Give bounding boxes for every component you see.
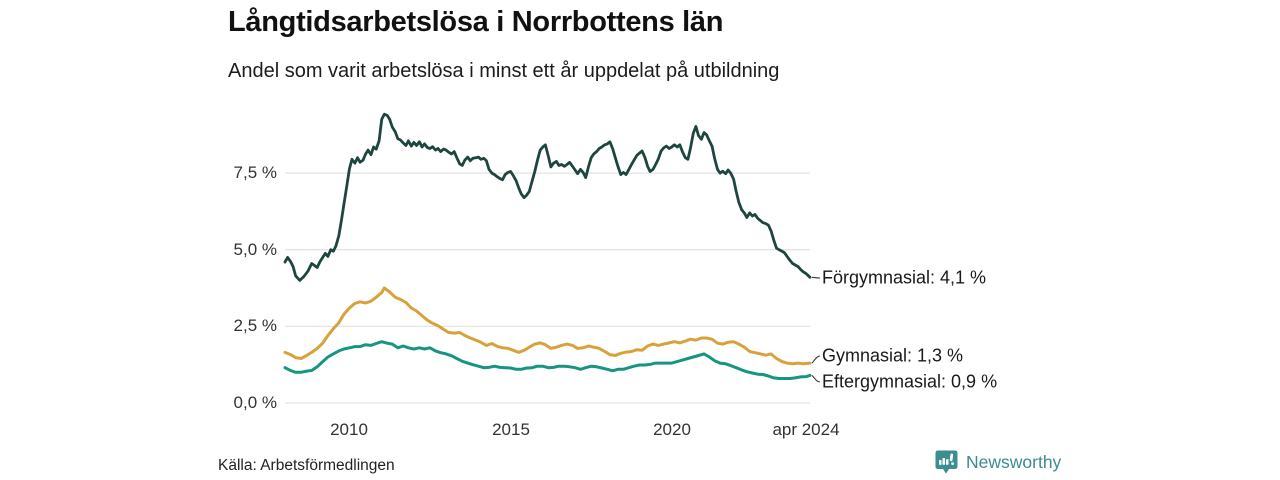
x-axis-tick-label: 2020 — [653, 420, 691, 439]
line-gymnasial — [283, 286, 812, 366]
x-axis-tick-label: 2010 — [330, 420, 368, 439]
y-axis-tick-label: 0,0 % — [233, 393, 277, 412]
x-axis-tick-label: 2015 — [492, 420, 530, 439]
series-end-label-eftergymnasial: Eftergymnasial: 0,9 % — [822, 371, 998, 392]
end-label-connector — [811, 276, 821, 279]
x-axis-tick-label: apr 2024 — [772, 420, 840, 439]
page-title: Långtidsarbetslösa i Norrbottens län — [228, 6, 724, 38]
source-note: Källa: Arbetsförmedlingen — [218, 457, 395, 474]
series-end-label-gymnasial: Gymnasial: 1,3 % — [822, 345, 964, 366]
y-axis-tick-label: 5,0 % — [233, 240, 277, 259]
end-label-connector — [811, 355, 821, 364]
line-forgymnasial — [283, 112, 812, 282]
page-subtitle: Andel som varit arbetslösa i minst ett å… — [228, 60, 780, 82]
newsworthy-speech-bubble-bar-chart-icon — [935, 450, 958, 474]
series-end-label-forgymnasial: Förgymnasial: 4,1 % — [822, 267, 987, 288]
y-axis-tick-label: 2,5 % — [233, 316, 277, 335]
line-eftergymnasial — [283, 340, 812, 380]
newsworthy-wordmark: Newsworthy — [966, 452, 1062, 472]
newsworthy-logo: Newsworthy — [934, 449, 1061, 476]
end-label-connector — [811, 375, 821, 383]
y-axis-tick-label: 7,5 % — [233, 163, 277, 182]
